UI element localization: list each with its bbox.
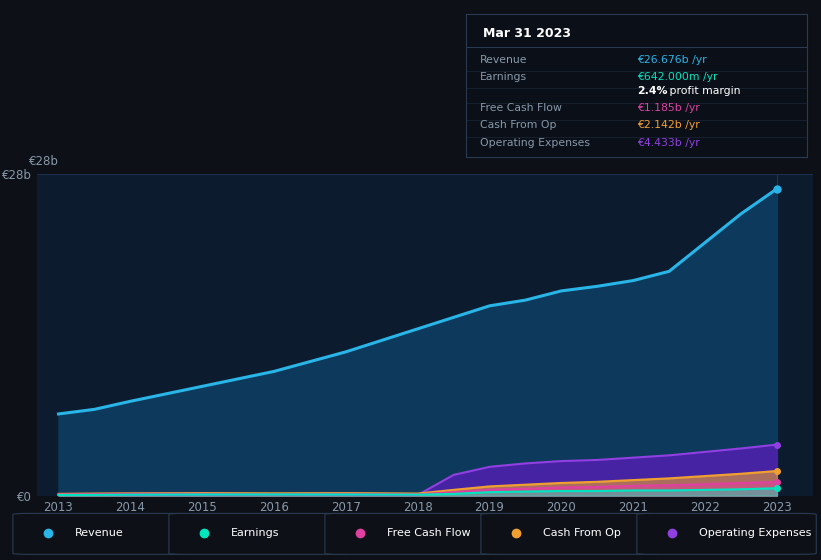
Text: €4.433b /yr: €4.433b /yr (637, 138, 699, 147)
FancyBboxPatch shape (481, 514, 660, 554)
Text: Cash From Op: Cash From Op (544, 529, 621, 538)
Text: Earnings: Earnings (480, 72, 527, 82)
Text: Operating Expenses: Operating Expenses (699, 529, 812, 538)
Text: profit margin: profit margin (666, 86, 741, 96)
Text: Free Cash Flow: Free Cash Flow (480, 103, 562, 113)
Text: Operating Expenses: Operating Expenses (480, 138, 590, 147)
Text: €28b: €28b (29, 155, 58, 168)
Text: €642.000m /yr: €642.000m /yr (637, 72, 718, 82)
Text: €1.185b /yr: €1.185b /yr (637, 103, 699, 113)
FancyBboxPatch shape (169, 514, 348, 554)
FancyBboxPatch shape (13, 514, 192, 554)
Text: Revenue: Revenue (480, 55, 527, 65)
Text: Free Cash Flow: Free Cash Flow (388, 529, 471, 538)
Text: €2.142b /yr: €2.142b /yr (637, 120, 699, 130)
Text: Cash From Op: Cash From Op (480, 120, 557, 130)
Text: €26.676b /yr: €26.676b /yr (637, 55, 706, 65)
Text: Mar 31 2023: Mar 31 2023 (484, 27, 571, 40)
Text: Earnings: Earnings (232, 529, 280, 538)
FancyBboxPatch shape (325, 514, 504, 554)
Text: 2.4%: 2.4% (637, 86, 667, 96)
Text: Revenue: Revenue (76, 529, 124, 538)
FancyBboxPatch shape (637, 514, 816, 554)
